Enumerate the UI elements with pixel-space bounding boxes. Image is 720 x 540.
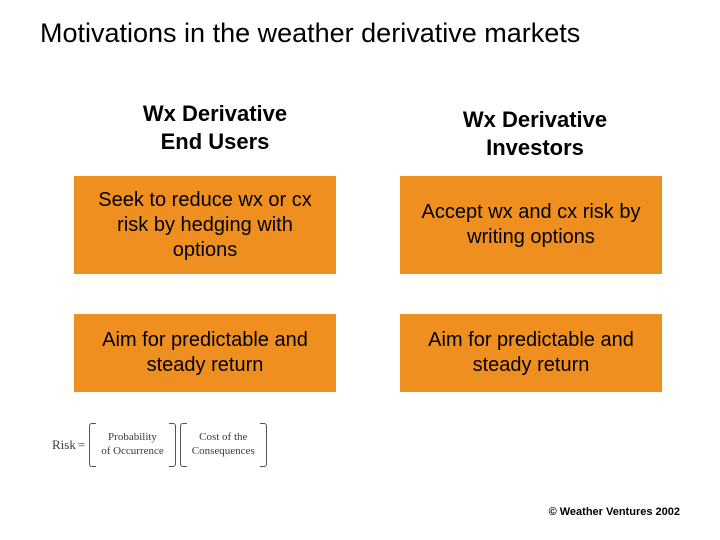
formula-group-cost: Cost of the Consequences xyxy=(180,423,267,467)
box-end-users-primary: Seek to reduce wx or cx risk by hedging … xyxy=(74,176,336,274)
slide-title: Motivations in the weather derivative ma… xyxy=(40,18,680,49)
bracket-left-icon xyxy=(89,423,98,467)
formula-text: Cost of the xyxy=(199,431,247,445)
formula-lhs: Risk xyxy=(52,437,76,453)
column-header-end-users: Wx DerivativeEnd Users xyxy=(95,100,335,155)
formula-group-probability: Probability of Occurrence xyxy=(89,423,176,467)
slide: Motivations in the weather derivative ma… xyxy=(0,0,720,540)
formula-equals: = xyxy=(78,437,85,453)
box-text: Seek to reduce wx or cx risk by hedging … xyxy=(88,188,322,263)
bracket-right-icon xyxy=(258,423,267,467)
column-header-investors: Wx DerivativeInvestors xyxy=(415,106,655,161)
box-text: Accept wx and cx risk by writing options xyxy=(414,200,648,250)
formula-text: Consequences xyxy=(192,445,255,459)
risk-formula: Risk = Probability of Occurrence Cost of… xyxy=(52,418,276,472)
box-text: Aim for predictable and steady return xyxy=(414,328,648,378)
formula-text: of Occurrence xyxy=(101,445,164,459)
box-text: Aim for predictable and steady return xyxy=(88,328,322,378)
copyright-label: © Weather Ventures 2002 xyxy=(549,506,680,518)
box-investors-secondary: Aim for predictable and steady return xyxy=(400,314,662,392)
bracket-left-icon xyxy=(180,423,189,467)
box-investors-primary: Accept wx and cx risk by writing options xyxy=(400,176,662,274)
formula-text: Probability xyxy=(108,431,157,445)
bracket-right-icon xyxy=(167,423,176,467)
box-end-users-secondary: Aim for predictable and steady return xyxy=(74,314,336,392)
